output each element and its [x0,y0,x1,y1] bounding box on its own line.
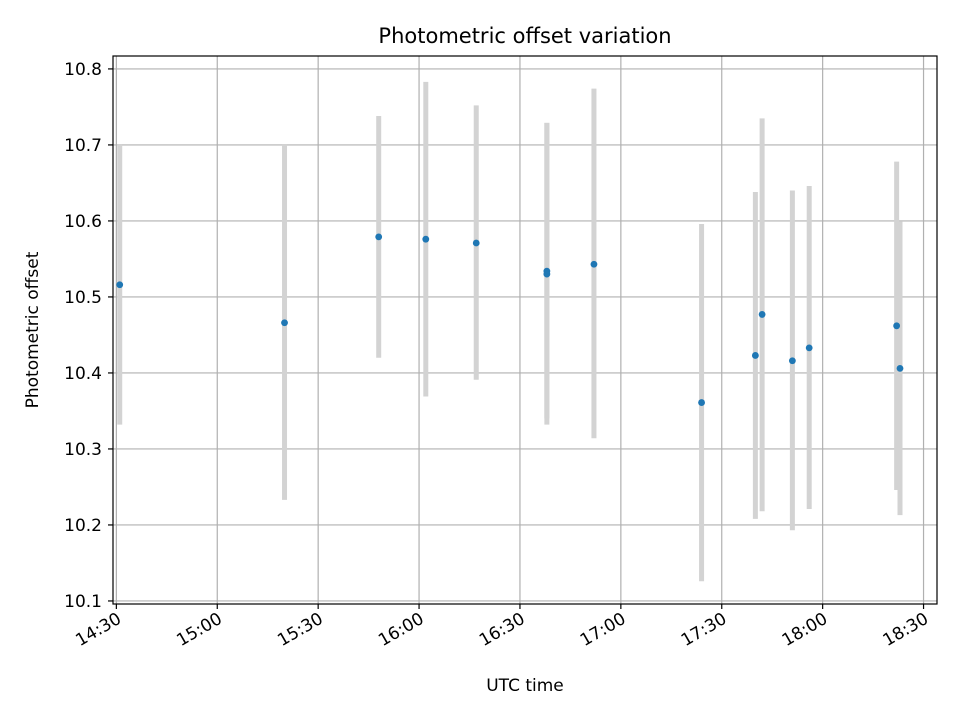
y-tick-label: 10.4 [64,364,102,384]
chart-title: Photometric offset variation [378,24,671,48]
data-point [590,260,598,268]
y-tick-label: 10.1 [64,592,102,612]
data-point [472,239,480,247]
y-tick-label: 10.3 [64,440,102,460]
y-tick-label: 10.6 [64,212,102,232]
data-point [543,270,551,278]
data-points [116,233,904,406]
plot-frame [112,55,938,605]
data-point [751,352,759,359]
data-point [788,357,796,365]
y-tick-label: 10.2 [64,516,102,536]
x-axis-title: UTC time [486,676,564,696]
data-point [281,319,288,327]
y-axis-title: Photometric offset [23,251,43,408]
data-point [893,322,901,330]
data-point [375,233,383,241]
data-point [896,364,904,372]
y-tick-label: 10.7 [64,136,102,156]
data-point [116,281,124,289]
y-tick-label: 10.8 [64,60,102,80]
data-point [422,235,430,243]
y-axis: 10.1 10.2 10.3 10.4 10.5 10.6 10.7 10.8 [64,60,113,612]
grid [113,56,937,604]
data-point [698,399,705,406]
y-tick-label: 10.5 [64,288,102,308]
data-point [758,311,766,318]
data-point [805,344,813,352]
